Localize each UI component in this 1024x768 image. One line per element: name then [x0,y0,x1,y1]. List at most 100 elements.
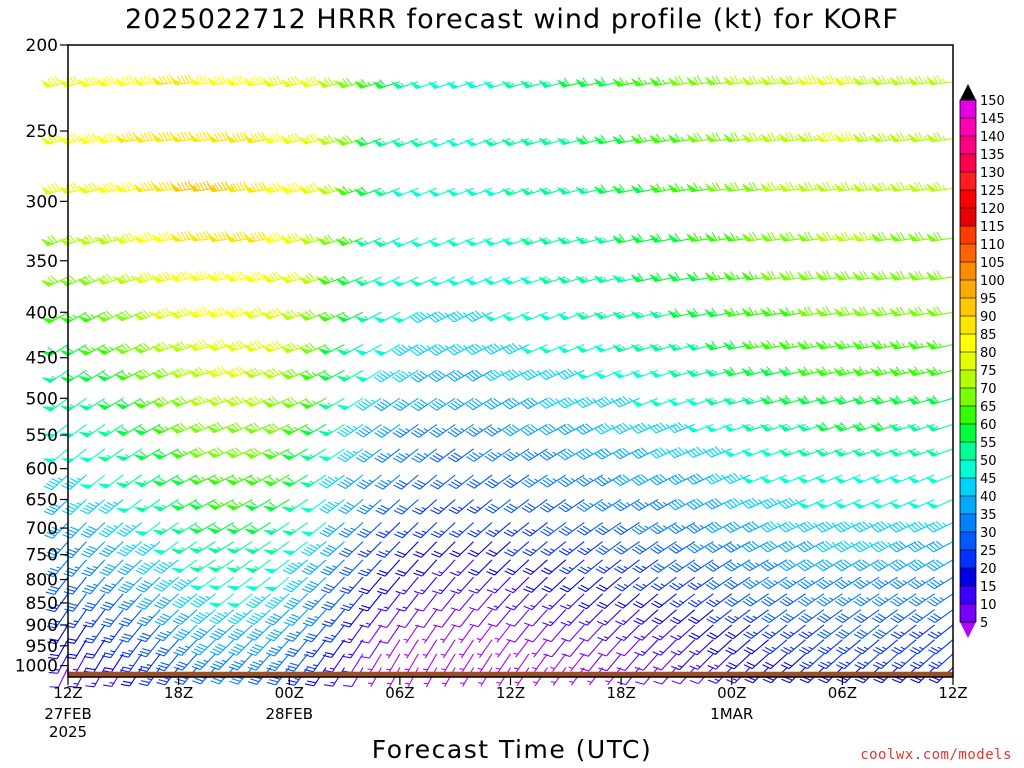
wind-barb [908,559,935,572]
wind-barb [209,624,235,641]
wind-barb [432,576,456,595]
wind-barb [446,237,474,247]
wind-barb [378,609,401,629]
wind-barb [225,422,253,434]
wind-barb [188,395,216,407]
wind-barb [557,423,585,436]
wind-barb [631,499,659,511]
wind-barb [336,77,364,89]
wind-barb [577,541,604,556]
wind-barb [852,498,880,509]
colorbar-swatch [960,118,976,137]
x-axis-title: Forecast Time (UTC) [372,735,652,764]
wind-barb [244,541,272,555]
wind-barb [834,131,861,143]
terrain-ground [68,671,953,677]
wind-barb [115,397,143,410]
wind-barb [504,576,530,594]
wind-barb [412,522,438,539]
wind-barb [206,365,235,378]
wind-barb [870,448,898,457]
wind-barb [317,77,345,88]
colorbar-label: 145 [980,112,1005,127]
wind-barb [391,276,419,287]
wind-barb [208,576,235,591]
wind-barb [171,541,198,555]
colorbar-label: 105 [980,256,1005,271]
wind-barb [190,609,216,625]
wind-barb [762,639,788,655]
colorbar-swatch [960,316,976,335]
wind-barb [377,576,401,595]
wind-barb [206,395,235,407]
wind-barb [280,368,308,380]
wind-barb [300,499,327,513]
wind-barb [360,639,382,659]
wind-barb [538,311,567,321]
wind-barb [632,593,659,609]
wind-barb [393,474,419,490]
wind-barb [550,653,567,672]
terrain-layer [68,671,953,677]
wind-barb [724,593,751,607]
wind-barb [926,498,954,509]
wind-barb [133,423,161,436]
wind-barb [760,448,788,457]
wind-barb [557,311,585,321]
wind-barb [281,499,308,513]
wind-barb [852,540,880,553]
wind-barb [540,522,567,537]
wind-barb [317,344,345,355]
wind-barb [576,522,604,536]
wind-barb [594,369,622,380]
wind-barb [484,397,511,410]
wind-barb [393,499,419,515]
wind-barb [743,624,769,639]
wind-barb [403,624,419,644]
wind-barb [100,593,124,611]
colorbar-label: 20 [980,562,997,577]
wind-barb [612,447,640,460]
wind-barb [151,341,179,353]
colorbar-swatch [960,154,976,173]
wind-barb [670,624,696,641]
wind-barb [429,397,456,411]
wind-barb [282,541,309,556]
wind-barb [373,344,401,357]
wind-barb [97,397,124,411]
wind-barb [669,593,696,608]
wind-barb [465,138,493,147]
wind-barb [597,624,622,642]
wind-barb [501,237,530,246]
wind-barb [450,576,475,595]
wind-barb [612,369,640,379]
wind-barb [834,559,862,572]
wind-barb [778,132,806,143]
wind-barb [723,472,751,485]
wind-barb [318,369,345,382]
wind-barb [538,344,567,354]
wind-barb [378,624,401,644]
wind-barb [704,472,732,485]
wind-barb [410,311,438,324]
wind-barb [409,187,437,198]
colorbar-swatch [960,496,976,515]
wind-barb [762,653,788,670]
wind-barb [833,340,861,350]
wind-barb [649,369,677,379]
wind-barb [649,422,677,434]
wind-barb [502,311,530,322]
wind-barb [670,639,696,656]
wind-barb [908,576,935,590]
wind-barb [115,181,142,193]
wind-barb [386,653,401,674]
wind-barb [558,541,585,556]
wind-barb [575,423,603,435]
wind-barb [779,593,806,607]
wind-barb [741,340,769,350]
wind-barb [207,522,235,534]
wind-barb [724,624,751,640]
credit-text[interactable]: coolwx.com/models [860,747,1012,763]
x-tick-label: 18Z [606,684,635,702]
